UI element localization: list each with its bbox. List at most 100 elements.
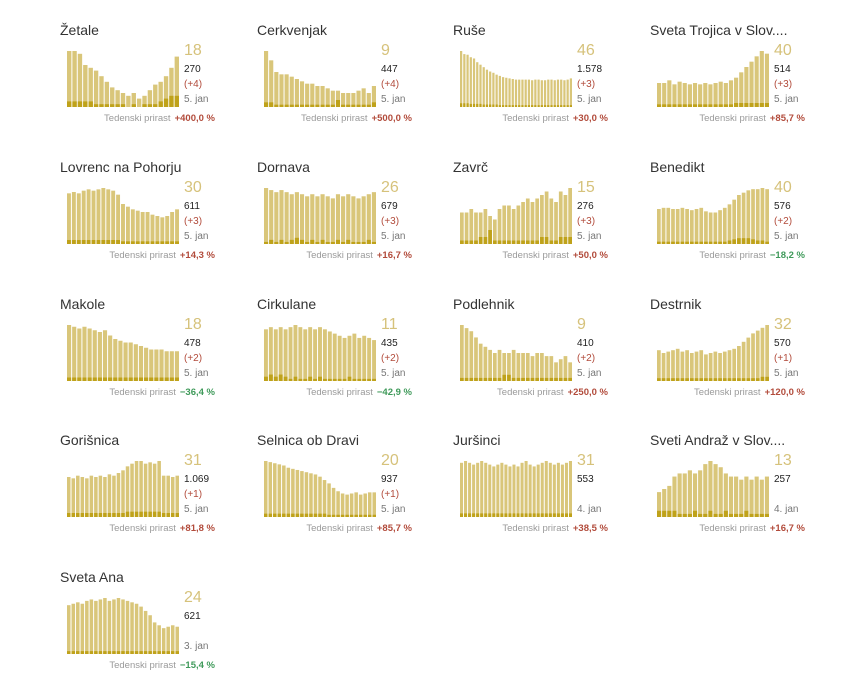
bar xyxy=(166,626,170,654)
bar xyxy=(327,483,331,517)
bar-new-cases xyxy=(327,514,331,517)
weekly-growth: Tedenski prirast +500,0 % xyxy=(301,113,412,124)
bar-new-cases xyxy=(102,377,108,381)
bar-new-cases xyxy=(157,651,161,654)
weekly-growth: Tedenski prirast −42,9 % xyxy=(306,387,412,398)
weekly-growth: Tedenski prirast −36,4 % xyxy=(109,387,215,398)
bar-new-cases xyxy=(356,241,361,244)
bar-new-cases xyxy=(89,651,94,654)
bar xyxy=(460,325,464,381)
weekly-growth-label: Tedenski prirast xyxy=(497,387,564,398)
bar xyxy=(315,86,320,107)
bar-new-cases xyxy=(157,511,161,517)
bar-new-cases xyxy=(85,513,89,517)
bar xyxy=(112,475,116,517)
bar xyxy=(540,462,544,517)
bar-new-cases xyxy=(305,241,310,244)
bar-new-cases xyxy=(367,378,372,381)
bar-new-cases xyxy=(351,241,356,244)
bar-new-cases xyxy=(361,104,366,107)
bar xyxy=(540,195,544,244)
active-cases-value: 9 xyxy=(381,42,390,59)
bar xyxy=(160,217,165,244)
bar xyxy=(480,461,484,517)
bar xyxy=(755,189,760,244)
bar-new-cases xyxy=(110,104,115,107)
bar xyxy=(99,76,104,107)
bar-new-cases xyxy=(363,514,367,517)
bar xyxy=(512,464,516,517)
bar-new-cases xyxy=(88,101,93,107)
bar-new-cases xyxy=(687,513,692,517)
bar-new-cases xyxy=(103,651,107,654)
bar-new-cases xyxy=(502,240,507,244)
bar-new-cases xyxy=(504,513,508,517)
bar-new-cases xyxy=(80,513,85,517)
bar-new-cases xyxy=(699,378,704,381)
bar-new-cases xyxy=(82,377,87,381)
bar xyxy=(72,51,77,107)
date-label: 5. jan xyxy=(577,231,602,242)
bar-new-cases xyxy=(472,513,476,517)
bar-new-cases xyxy=(300,513,304,517)
bar-new-cases xyxy=(755,240,760,244)
active-cases-value: 11 xyxy=(381,316,398,333)
bar xyxy=(460,212,464,244)
bar xyxy=(476,462,480,517)
bar-new-cases xyxy=(765,241,769,244)
bar-new-cases xyxy=(540,513,544,517)
bar xyxy=(527,79,531,107)
active-cases-value: 15 xyxy=(577,179,595,196)
bar-new-cases xyxy=(474,377,478,381)
bar xyxy=(332,333,337,381)
bar-new-cases xyxy=(166,651,170,654)
bar xyxy=(754,56,759,107)
bar-new-cases xyxy=(330,104,335,107)
bar-new-cases xyxy=(144,377,149,381)
bar-new-cases xyxy=(563,377,568,381)
bar xyxy=(170,477,175,517)
bar xyxy=(174,351,179,381)
total-cases-value: 570 xyxy=(774,338,791,349)
bar xyxy=(501,77,505,107)
bar xyxy=(315,196,320,244)
bar xyxy=(294,192,299,244)
bar-new-cases xyxy=(754,513,759,517)
bar-new-cases xyxy=(497,377,502,381)
bar xyxy=(346,93,351,107)
bar xyxy=(666,351,671,381)
bar-new-cases xyxy=(765,376,769,381)
municipality-name: Cerkvenjak xyxy=(257,22,328,38)
bar-new-cases xyxy=(164,377,169,381)
bar-new-cases xyxy=(521,377,525,381)
bar xyxy=(175,209,179,244)
bar xyxy=(130,463,134,517)
bar-new-cases xyxy=(264,376,268,381)
bar-new-cases xyxy=(518,105,521,107)
bar-new-cases xyxy=(739,103,744,107)
bar-new-cases xyxy=(492,240,497,244)
weekly-growth-label: Tedenski prirast xyxy=(699,523,766,534)
municipality-name: Podlehnik xyxy=(453,296,515,312)
bar-new-cases xyxy=(479,103,482,107)
bar-new-cases xyxy=(489,104,492,107)
bar xyxy=(335,90,341,107)
bar-new-cases xyxy=(279,104,284,107)
bar xyxy=(672,84,677,107)
bar-new-cases xyxy=(104,104,110,107)
bar xyxy=(535,198,540,244)
bar-new-cases xyxy=(524,513,528,517)
weekly-growth-label: Tedenski prirast xyxy=(104,113,171,124)
active-cases-value: 31 xyxy=(577,452,595,469)
sparkline-bar-chart xyxy=(264,461,376,517)
municipality-card: Ruše 46 1.578 (+3) 5. jan Tedenski prirast +30… xyxy=(453,22,613,152)
bar xyxy=(94,600,98,654)
bar xyxy=(502,353,507,381)
sparkline-bar-chart xyxy=(657,325,769,381)
bar-new-cases xyxy=(682,513,687,517)
bar-new-cases xyxy=(563,105,566,107)
bar-new-cases xyxy=(309,513,313,517)
bar-new-cases xyxy=(116,651,121,654)
bar xyxy=(525,353,530,381)
bar-new-cases xyxy=(97,377,102,381)
